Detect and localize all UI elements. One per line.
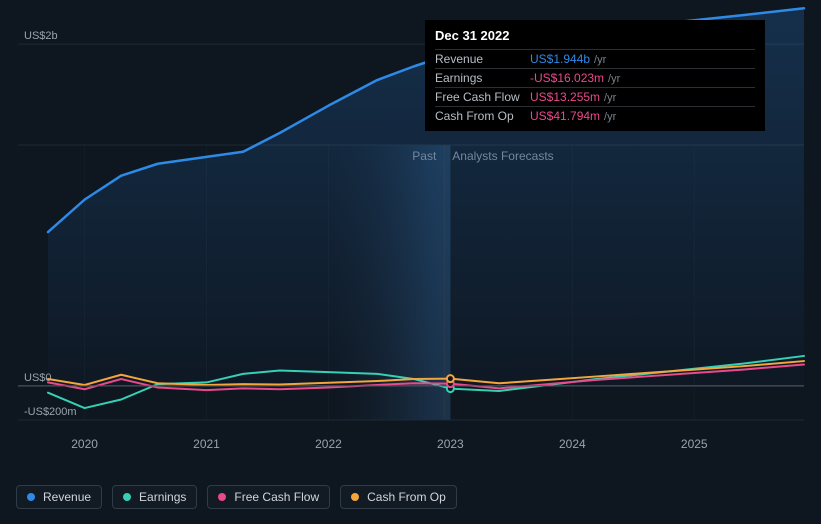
- x-tick-label: 2021: [193, 437, 220, 451]
- x-tick-label: 2024: [559, 437, 586, 451]
- x-tick-label: 2020: [71, 437, 98, 451]
- tooltip-row-label: Revenue: [435, 52, 530, 66]
- cfo-marker: [447, 375, 454, 382]
- legend-dot-icon: [27, 493, 35, 501]
- tooltip-row-unit: /yr: [604, 92, 616, 104]
- tooltip-row: Cash From OpUS$41.794m/yr: [435, 106, 755, 125]
- financials-chart: -US$200mUS$0US$2bPastAnalysts Forecasts2…: [0, 0, 821, 524]
- y-tick-label: US$2b: [24, 30, 58, 42]
- legend-dot-icon: [218, 493, 226, 501]
- x-tick-label: 2023: [437, 437, 464, 451]
- legend-item-cfo[interactable]: Cash From Op: [340, 485, 457, 509]
- x-tick-label: 2022: [315, 437, 342, 451]
- tooltip-row-value: US$41.794m: [530, 109, 600, 123]
- x-tick-label: 2025: [681, 437, 708, 451]
- y-tick-label: -US$200m: [24, 406, 77, 418]
- legend-item-label: Earnings: [139, 490, 186, 504]
- tooltip-row: Earnings-US$16.023m/yr: [435, 68, 755, 87]
- chart-tooltip: Dec 31 2022 RevenueUS$1.944b/yrEarnings-…: [425, 20, 765, 131]
- tooltip-date: Dec 31 2022: [435, 28, 755, 43]
- legend-item-earnings[interactable]: Earnings: [112, 485, 197, 509]
- tooltip-row-value: -US$16.023m: [530, 71, 604, 85]
- tooltip-row-label: Free Cash Flow: [435, 90, 530, 104]
- legend-dot-icon: [123, 493, 131, 501]
- tooltip-row-unit: /yr: [604, 111, 616, 123]
- tooltip-row-value: US$13.255m: [530, 90, 600, 104]
- legend-dot-icon: [351, 493, 359, 501]
- tooltip-row-unit: /yr: [608, 73, 620, 85]
- tooltip-row: RevenueUS$1.944b/yr: [435, 49, 755, 68]
- legend-item-fcf[interactable]: Free Cash Flow: [207, 485, 330, 509]
- legend-item-label: Revenue: [43, 490, 91, 504]
- tooltip-rows: RevenueUS$1.944b/yrEarnings-US$16.023m/y…: [435, 49, 755, 125]
- legend-item-revenue[interactable]: Revenue: [16, 485, 102, 509]
- tooltip-row-label: Earnings: [435, 71, 530, 85]
- tooltip-row-label: Cash From Op: [435, 109, 530, 123]
- tooltip-row-unit: /yr: [594, 54, 606, 66]
- tooltip-row: Free Cash FlowUS$13.255m/yr: [435, 87, 755, 106]
- tooltip-row-value: US$1.944b: [530, 52, 590, 66]
- chart-legend: Revenue Earnings Free Cash Flow Cash From O…: [16, 485, 457, 509]
- legend-item-label: Cash From Op: [367, 490, 446, 504]
- legend-item-label: Free Cash Flow: [234, 490, 319, 504]
